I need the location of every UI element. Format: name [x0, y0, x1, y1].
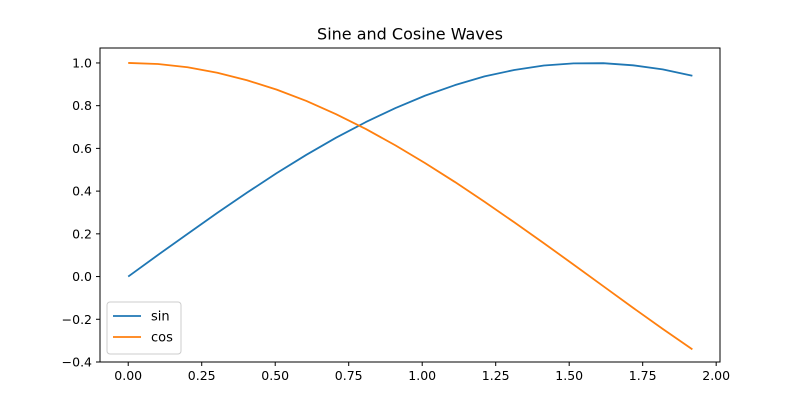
y-tick-label: 0.8: [72, 98, 92, 113]
x-tick-label: 0.50: [261, 368, 289, 383]
x-tick-label: 1.25: [482, 368, 510, 383]
x-tick-label: 0.00: [114, 368, 142, 383]
y-tick-label: 1.0: [72, 55, 92, 70]
legend-box: [106, 301, 182, 355]
y-tick-label: −0.4: [62, 355, 92, 370]
y-tick-label: 0.6: [72, 141, 92, 156]
x-tick-label: 1.75: [629, 368, 657, 383]
x-tick-label: 1.00: [408, 368, 436, 383]
legend-label-cos: cos: [151, 331, 173, 346]
y-tick-label: −0.2: [62, 312, 92, 327]
legend: sin cos: [106, 301, 182, 355]
series-line-sin: [127, 62, 693, 278]
y-tick-label: 0.2: [72, 226, 92, 241]
series-layer: [127, 62, 693, 351]
x-tick-label: 0.25: [188, 368, 216, 383]
x-tick-label: 0.75: [335, 368, 363, 383]
legend-label-sin: sin: [151, 310, 170, 325]
x-axis: 0.00 0.25 0.50 0.75 1.00 1.25 1.50 1.75 2.00: [114, 362, 730, 383]
axes-frame: [99, 47, 721, 363]
y-tick-label: 0.0: [72, 269, 92, 284]
y-axis: −0.4 −0.2 0.0 0.2 0.4 0.6 0.8 1.0: [62, 55, 100, 370]
x-tick-label: 1.50: [555, 368, 583, 383]
chart-title: Sine and Cosine Waves: [317, 25, 503, 44]
series-line-cos: [128, 62, 693, 351]
x-tick-label: 2.00: [702, 368, 730, 383]
y-tick-label: 0.4: [72, 184, 92, 199]
